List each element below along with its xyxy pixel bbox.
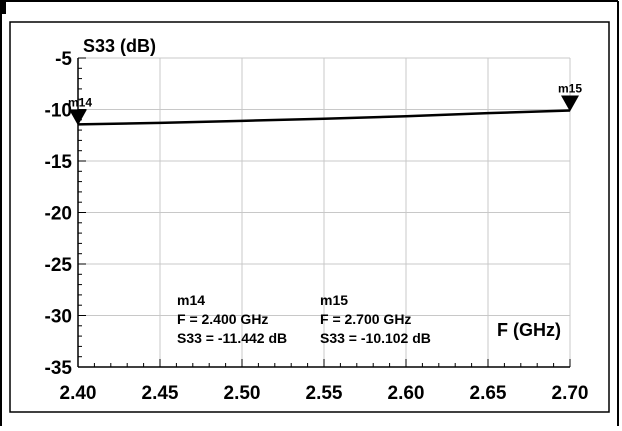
x-tick-label: 2.55 — [306, 383, 343, 404]
y-tick-label: -5 — [55, 49, 72, 70]
frame-corner-mark — [0, 0, 6, 14]
x-tick-label: 2.50 — [224, 383, 261, 404]
x-tick-label: 2.60 — [388, 383, 425, 404]
marker-m14-triangle — [69, 109, 87, 126]
x-tick-label: 2.70 — [552, 383, 589, 404]
y-tick-label: -35 — [45, 358, 73, 379]
readout-m14-line: m14 — [177, 292, 205, 308]
y-tick-label: -30 — [45, 307, 72, 328]
y-tick-label: -25 — [45, 255, 73, 276]
readout-m15-line: S33 = -10.102 dB — [320, 330, 431, 346]
readout-m14-line: S33 = -11.442 dB — [177, 330, 287, 346]
readout-m15-line: F = 2.700 GHz — [320, 311, 411, 327]
marker-m15-label: m15 — [558, 82, 582, 96]
marker-readouts: m14 F = 2.400 GHz S33 = -11.442 dB m15 F = 2… — [177, 292, 431, 346]
x-tick-label: 2.45 — [142, 383, 179, 404]
x-tick-label: 2.65 — [470, 383, 507, 404]
marker-m14-label: m14 — [68, 95, 92, 109]
x-axis-label: F (GHz) — [497, 320, 561, 340]
markers: m14 m15 — [68, 82, 582, 126]
x-tick-label: 2.40 — [60, 383, 97, 404]
series-line — [77, 109, 571, 126]
y-axis-label: S33 (dB) — [83, 36, 156, 56]
marker-m15-triangle — [561, 95, 579, 112]
series — [77, 109, 571, 126]
y-tick-label: -15 — [45, 152, 73, 173]
readout-m15-line: m15 — [320, 292, 348, 308]
chart-panel — [9, 21, 610, 413]
y-tick-label: -10 — [45, 101, 72, 122]
y-tick-label: -20 — [45, 204, 72, 225]
readout-m14-line: F = 2.400 GHz — [177, 311, 268, 327]
axes: -5 -10 -15 -20 -25 -30 -35 2.40 2.45 2.50 2.55 2.60… — [45, 49, 589, 404]
